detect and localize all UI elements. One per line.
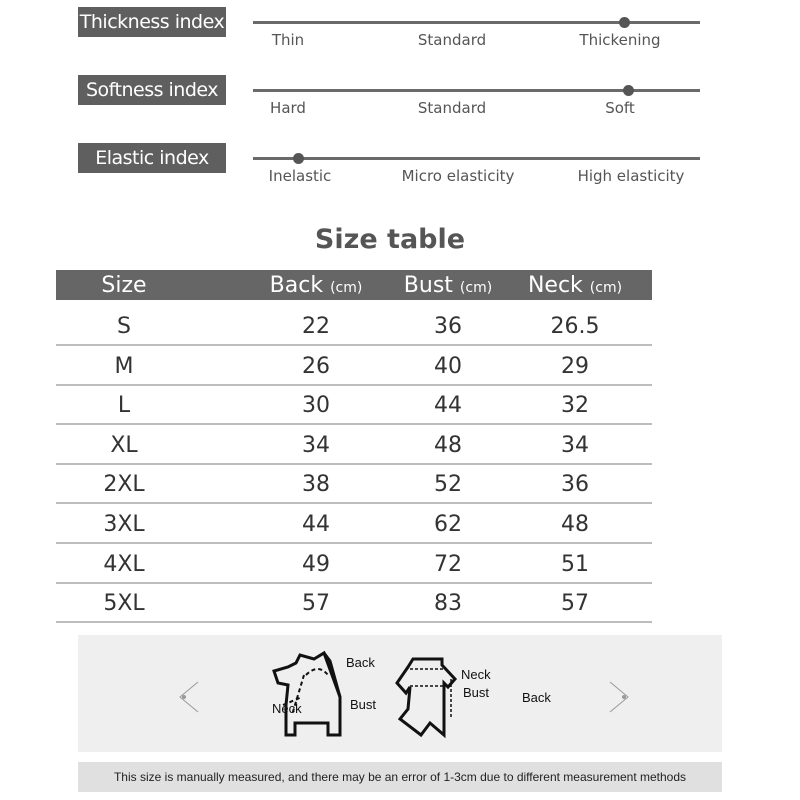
table-cell: 62 xyxy=(434,512,462,537)
index-tick-label: Standard xyxy=(417,99,487,117)
table-cell: 26 xyxy=(302,353,330,379)
table-cell: S xyxy=(117,314,131,339)
size-table-title: Size table xyxy=(314,224,466,255)
table-row: 3XL 44 62 48 xyxy=(56,503,652,544)
table-cell: 72 xyxy=(434,551,462,577)
column-unit: (cm) xyxy=(589,280,623,296)
index-tick-label: Thickening xyxy=(579,31,661,49)
table-cell: 57 xyxy=(302,591,330,617)
table-cell: 51 xyxy=(561,551,589,577)
table-cell: XL xyxy=(110,432,138,458)
index-tick-label: Standard xyxy=(417,31,487,49)
column-header: Size xyxy=(101,270,146,304)
index-label: Elastic index xyxy=(78,143,226,173)
table-cell: 48 xyxy=(434,432,462,458)
column-name: Back xyxy=(269,273,324,298)
table-row: S 22 36 26.5 xyxy=(56,305,652,346)
index-marker xyxy=(623,85,635,96)
garment-neck-label: Neck xyxy=(461,667,491,682)
index-label: Softness index xyxy=(78,75,226,105)
index-track xyxy=(253,85,700,96)
column-header: Back (cm) xyxy=(270,270,363,304)
table-cell: 44 xyxy=(434,393,462,419)
index-label: Thickness index xyxy=(78,7,226,37)
table-row: 2XL 38 52 36 xyxy=(56,463,652,505)
table-cell: 22 xyxy=(302,314,330,339)
garment-outline-icon xyxy=(395,657,458,739)
dog-bust-label: Bust xyxy=(350,697,377,712)
table-cell: 48 xyxy=(561,512,589,537)
table-cell: 36 xyxy=(434,314,462,339)
garment-bust-label: Bust xyxy=(463,685,490,700)
table-cell: 34 xyxy=(561,432,589,458)
table-cell: 36 xyxy=(561,472,589,498)
table-row: M 26 40 29 xyxy=(56,345,652,386)
index-marker xyxy=(619,17,630,28)
table-cell: 38 xyxy=(302,472,330,498)
next-arrow-icon xyxy=(609,681,629,713)
table-cell: M xyxy=(114,353,134,379)
table-cell: 5XL xyxy=(103,591,145,617)
index-tick-label: Thin xyxy=(271,31,305,49)
index-tick-label: Soft xyxy=(605,99,635,117)
table-cell: 3XL xyxy=(103,512,145,537)
table-row: L 30 44 32 xyxy=(56,384,652,426)
column-name: Size xyxy=(101,273,147,298)
column-unit: (cm) xyxy=(330,280,363,296)
column-name: Bust xyxy=(403,273,453,298)
table-cell: 40 xyxy=(434,353,462,379)
dog-neck-label: Neck xyxy=(272,701,302,716)
index-track xyxy=(253,153,700,164)
size-table-header: Size Back (cm) Bust (cm) Neck (cm) xyxy=(56,270,652,300)
index-tick-label: Inelastic xyxy=(268,167,332,185)
index-tick-label: Hard xyxy=(270,99,306,117)
table-row: 5XL 57 83 57 xyxy=(56,582,652,624)
table-cell: 26.5 xyxy=(550,314,600,339)
column-name: Neck xyxy=(527,273,583,298)
table-cell: 32 xyxy=(561,393,589,419)
garment-back-label: Back xyxy=(522,690,551,705)
dog-outline-icon xyxy=(272,650,342,737)
table-row: 4XL 49 72 51 xyxy=(56,543,652,584)
column-unit: (cm) xyxy=(459,280,493,296)
measurement-diagram: Back Neck Bust Neck Bust Back xyxy=(78,635,722,752)
table-row: XL 34 48 34 xyxy=(56,424,652,465)
table-cell: 34 xyxy=(302,432,330,458)
measurement-note: This size is manually measured, and ther… xyxy=(78,762,722,792)
table-cell: 4XL xyxy=(103,551,145,577)
table-cell: 44 xyxy=(302,512,330,537)
prev-arrow-icon xyxy=(179,681,199,713)
table-cell: 2XL xyxy=(103,472,145,498)
table-cell: 49 xyxy=(302,551,330,577)
table-cell: 52 xyxy=(434,472,462,498)
table-cell: 83 xyxy=(434,591,462,617)
column-header: Bust (cm) xyxy=(404,270,492,304)
column-header: Neck (cm) xyxy=(528,270,622,304)
index-track xyxy=(253,17,700,28)
index-tick-label: Micro elasticity xyxy=(401,167,515,185)
table-cell: 57 xyxy=(561,591,589,617)
table-cell: L xyxy=(117,393,131,419)
index-tick-label: High elasticity xyxy=(577,167,685,185)
table-cell: 29 xyxy=(561,353,589,379)
index-marker xyxy=(292,153,304,164)
table-cell: 30 xyxy=(302,393,330,419)
dog-back-label: Back xyxy=(346,655,375,670)
diagram-graphics xyxy=(179,650,629,739)
